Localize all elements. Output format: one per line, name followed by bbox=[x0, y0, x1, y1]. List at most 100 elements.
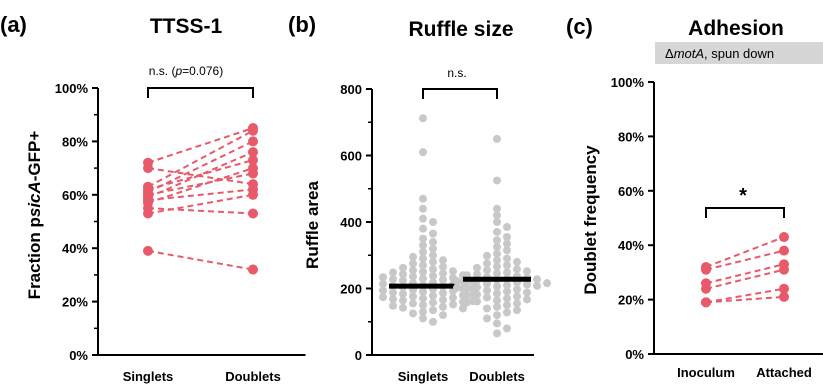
panel-c-pair-line bbox=[705, 236, 785, 268]
panel-b-data-point bbox=[419, 214, 427, 223]
panel-c-subtitle-ital: motA bbox=[674, 46, 704, 61]
panel-c-ytick-label: 80% bbox=[618, 129, 644, 144]
panel-b-ytick-label: 800 bbox=[340, 82, 362, 97]
panel-b-data-point bbox=[473, 283, 481, 292]
panel-a-ytick-label: 20% bbox=[62, 295, 88, 310]
panel-b-data-point bbox=[493, 204, 501, 213]
panel-b-data-point bbox=[493, 218, 501, 226]
panel-b-data-point bbox=[473, 290, 481, 299]
panel-b-significance-bracket bbox=[422, 88, 498, 99]
panel-b-data-point bbox=[483, 279, 491, 288]
panel-a-point bbox=[248, 168, 258, 179]
panel-b-data-point bbox=[449, 300, 457, 309]
panel-b-data-point bbox=[449, 267, 457, 276]
panel-c-point bbox=[779, 232, 789, 243]
panel-b-data-point bbox=[503, 261, 511, 270]
panel-c-point bbox=[779, 283, 789, 294]
panel-b-data-point bbox=[419, 301, 427, 310]
panel-b-data-point bbox=[429, 229, 437, 238]
panel-b-data-point bbox=[473, 270, 481, 279]
panel-b-data-point bbox=[429, 251, 437, 260]
panel-a-sig-post: =0.076) bbox=[182, 64, 223, 78]
panel-a-ylabel-ital: sicA bbox=[25, 181, 44, 217]
panel-b-data-point bbox=[429, 298, 437, 307]
panel-b-data-point bbox=[513, 292, 521, 301]
panel-b-data-point bbox=[419, 241, 427, 250]
panel-b-data-point bbox=[409, 252, 417, 261]
panel-a-pair-line bbox=[147, 127, 254, 164]
panel-b-data-point bbox=[409, 292, 417, 301]
panel-b-data-point bbox=[483, 314, 491, 323]
panel-c-pair-line bbox=[705, 263, 785, 285]
panel-b-data-point bbox=[493, 311, 501, 320]
panel-b-data-point bbox=[419, 194, 427, 203]
panel-b-data-point bbox=[503, 254, 511, 263]
panel-c-subtitle-badge bbox=[655, 42, 823, 64]
panel-c-point bbox=[779, 245, 789, 256]
panel-c-point bbox=[701, 297, 711, 308]
panel-b-data-point bbox=[419, 314, 427, 323]
panel-b-data-point bbox=[503, 308, 511, 317]
panel-b-data-point bbox=[379, 273, 387, 282]
panel-b-data-point bbox=[429, 237, 437, 246]
panel-a-pair-line bbox=[147, 167, 254, 186]
panel-b-data-point bbox=[493, 296, 501, 305]
panel-b-data-point bbox=[513, 306, 521, 315]
panel-b-category-label: Doublets bbox=[469, 369, 525, 384]
panel-b-data-point bbox=[503, 222, 511, 231]
panel-a-point bbox=[248, 155, 258, 166]
panel-a-point bbox=[248, 264, 258, 275]
panel-c-ytick-label: 100% bbox=[611, 75, 645, 90]
panel-b-data-point bbox=[429, 257, 437, 266]
panel-c-category-label: Inoculum bbox=[677, 365, 735, 380]
panel-a-letter: (a) bbox=[0, 12, 27, 37]
panel-b-data-point bbox=[483, 251, 491, 260]
panel-b-data-point bbox=[483, 259, 491, 268]
panel-b-data-point bbox=[409, 266, 417, 275]
panel-b-data-point bbox=[439, 275, 447, 284]
panel-b-data-point bbox=[389, 295, 397, 304]
panel-a-sig-pre: n.s. ( bbox=[149, 64, 176, 78]
panel-b-significance: n.s. bbox=[447, 66, 466, 80]
panel-a-point bbox=[248, 136, 258, 147]
panel-b-data-point bbox=[493, 319, 501, 328]
panel-b-data-point bbox=[429, 291, 437, 300]
panel-b-data-point bbox=[453, 277, 461, 286]
panel-b-data-point bbox=[429, 306, 437, 315]
panel-b-data-point bbox=[503, 232, 511, 241]
panel-b-data-point bbox=[483, 304, 491, 313]
panel-a-pair-line bbox=[147, 193, 254, 215]
panel-b-data-point bbox=[513, 265, 521, 274]
panel-a-ylabel-pre: Fraction p bbox=[25, 217, 44, 299]
panel-c-significance-bracket bbox=[705, 207, 785, 218]
panel-a-significance-bracket bbox=[147, 87, 254, 98]
panel-b-data-point bbox=[399, 263, 407, 272]
panel-b-data-point bbox=[513, 285, 521, 294]
panel-a-point bbox=[248, 123, 258, 134]
panel-a-ylabel-post: -GFP+ bbox=[25, 131, 44, 182]
panel-b-data-point bbox=[409, 309, 417, 318]
panel-b-data-point bbox=[419, 274, 427, 283]
panel-b-title: Ruffle size bbox=[408, 18, 513, 41]
panel-b-data-point bbox=[419, 294, 427, 303]
panel-a-point bbox=[143, 181, 153, 192]
panel-b-data-point bbox=[439, 289, 447, 298]
panel-b-data-point bbox=[503, 246, 511, 255]
panel-c-ytick-label: 40% bbox=[618, 238, 644, 253]
panel-b-data-point bbox=[379, 286, 387, 295]
panel-b-data-point bbox=[429, 317, 437, 326]
panel-b-data-point bbox=[419, 204, 427, 213]
panel-b-data-point bbox=[503, 268, 511, 277]
panel-b-data-point bbox=[503, 287, 511, 296]
panel-a-category-label: Doublets bbox=[225, 369, 281, 384]
panel-b-data-point bbox=[503, 281, 511, 290]
panel-b-data-point bbox=[493, 236, 501, 245]
panel-b-data-point bbox=[483, 286, 491, 295]
panel-b-data-point bbox=[473, 297, 481, 306]
panel-b-data-point bbox=[523, 280, 531, 289]
panel-b-data-point bbox=[379, 293, 387, 302]
panel-b-data-point bbox=[449, 293, 457, 302]
panel-b-data-point bbox=[503, 239, 511, 248]
panel-c-pair-line bbox=[705, 268, 785, 290]
